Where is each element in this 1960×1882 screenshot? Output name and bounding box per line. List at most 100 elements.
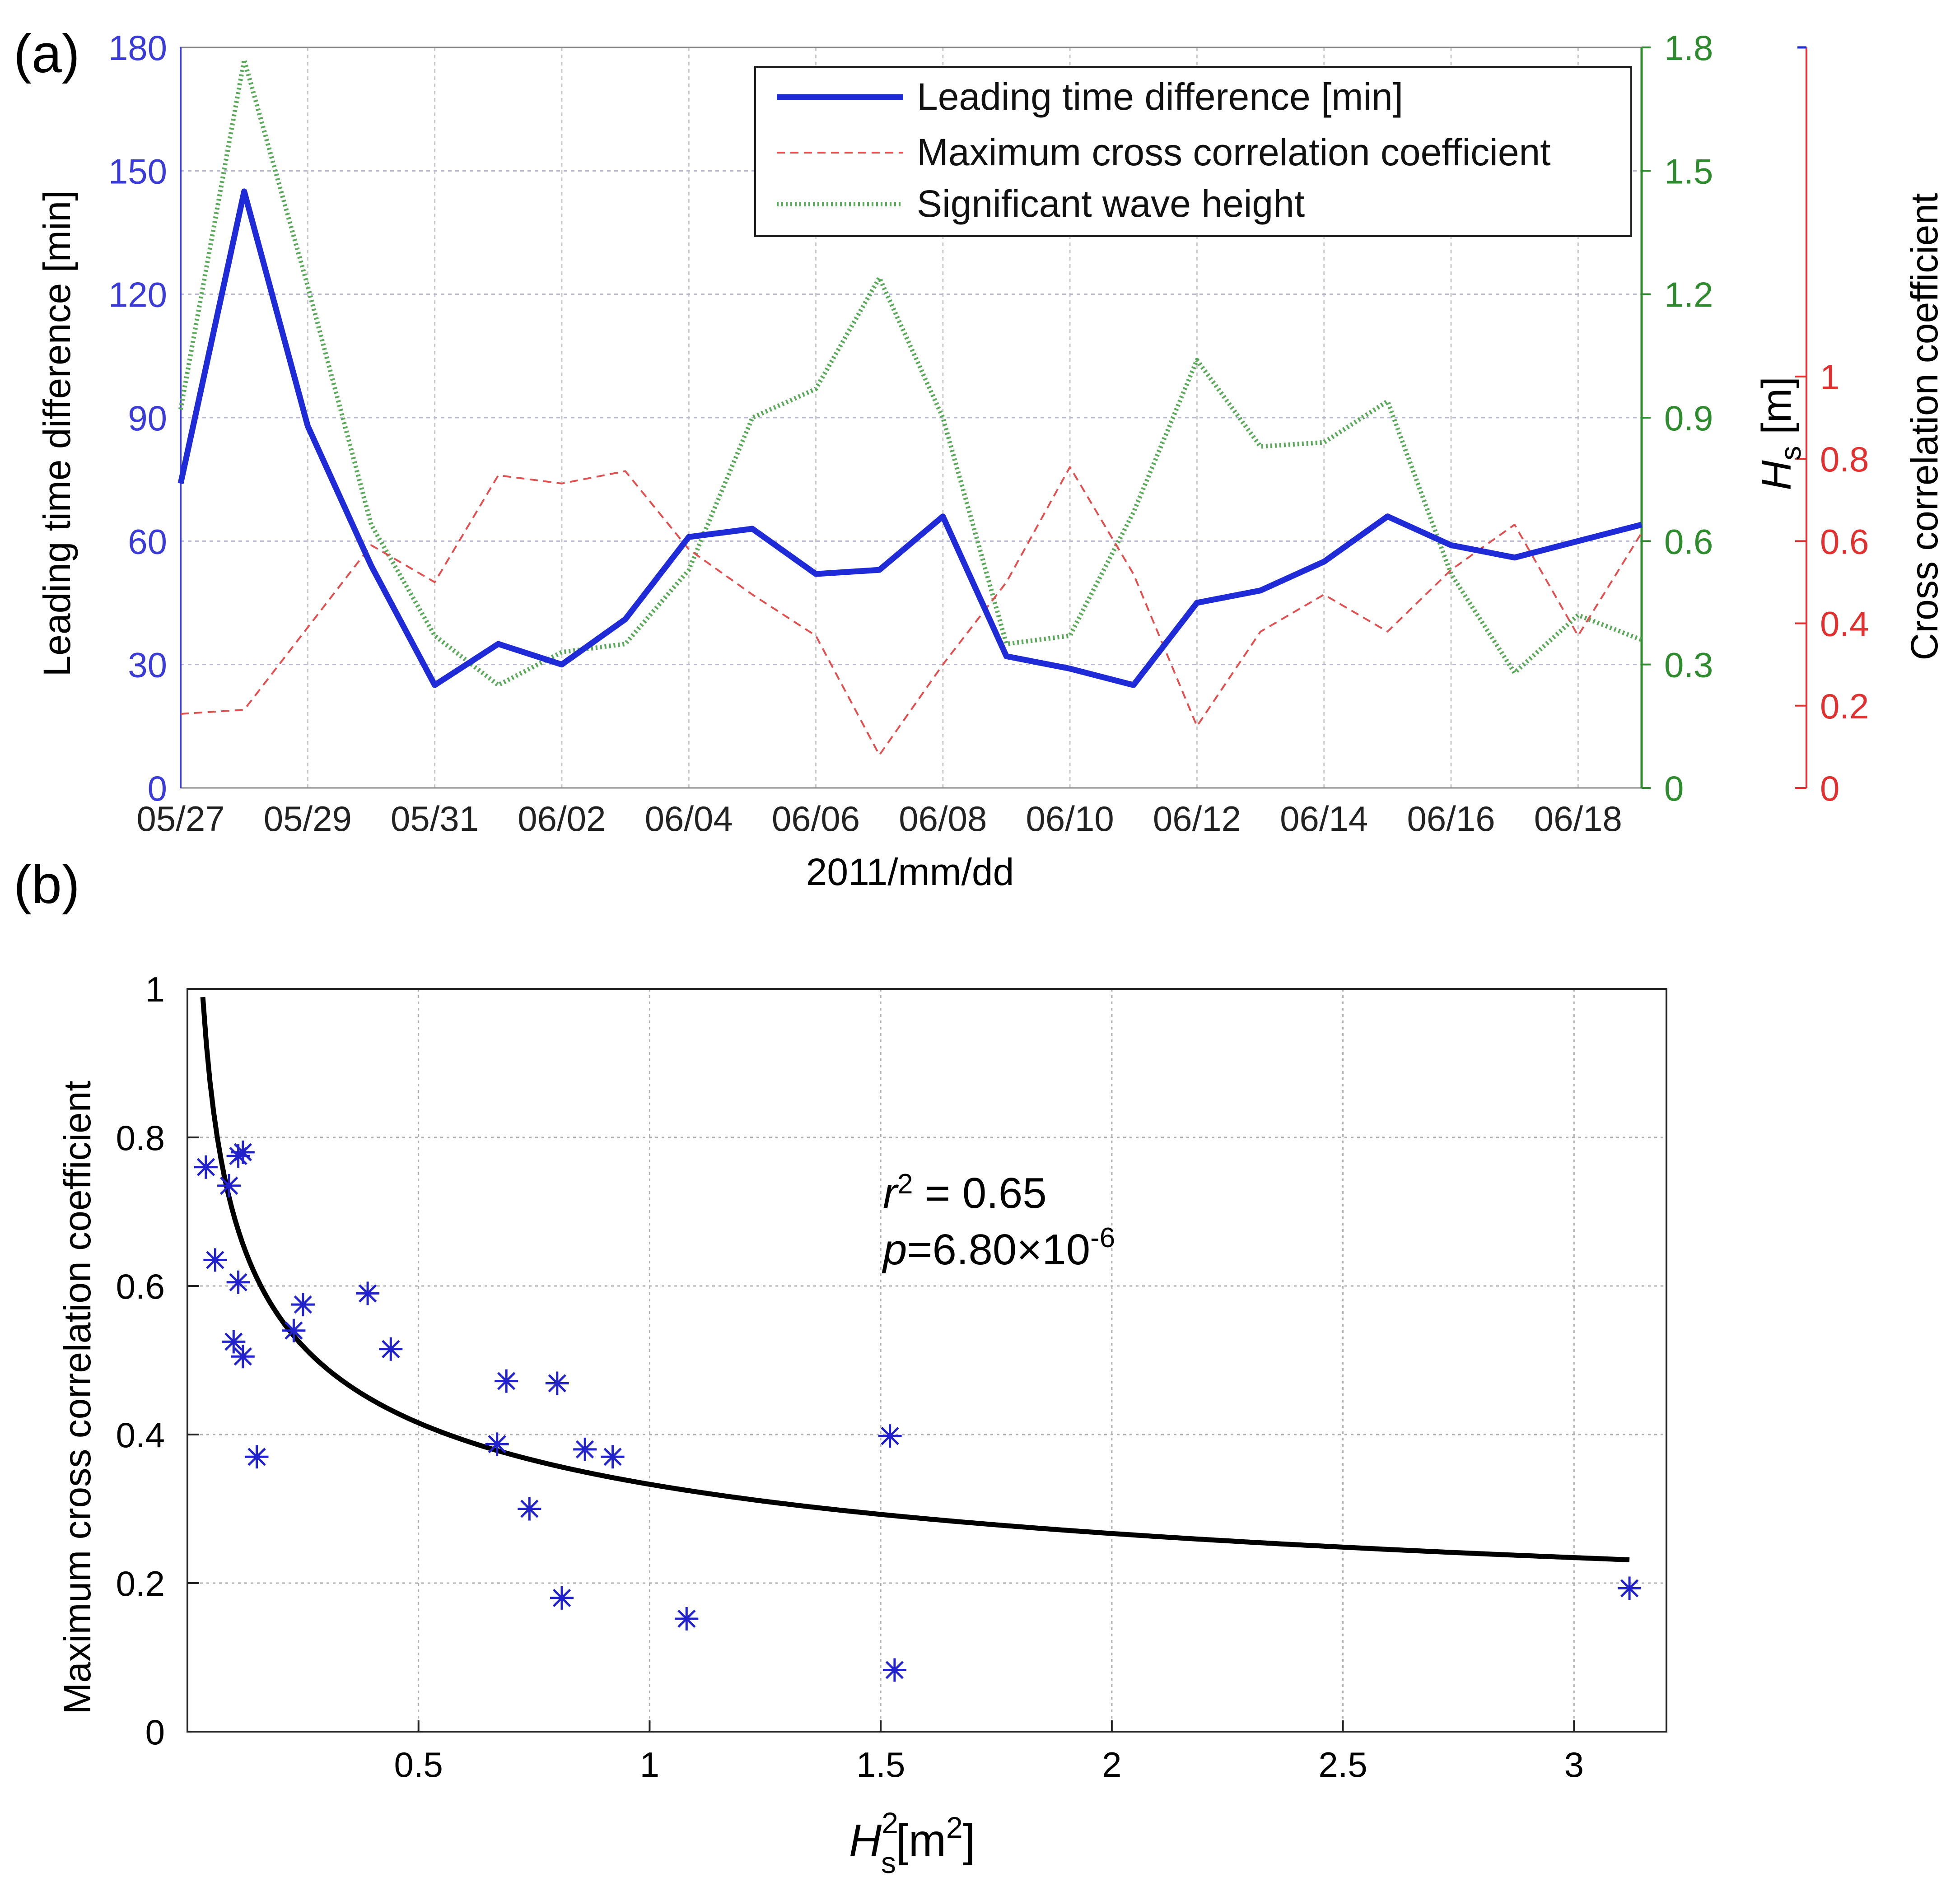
panel-a-x-tick-label: 06/18 bbox=[1534, 799, 1622, 839]
hs-tick-label: 1.8 bbox=[1664, 28, 1713, 68]
panel-b-label: (b) bbox=[14, 854, 80, 915]
leading-time-tick-label: 0 bbox=[148, 769, 167, 808]
cross-correlation-axis-title: Cross correlation coefficient bbox=[1903, 193, 1946, 661]
scatter-point bbox=[379, 1337, 403, 1361]
wave-height-line bbox=[178, 57, 1643, 688]
scatter-point bbox=[356, 1281, 380, 1305]
legend-label-leading-time: Leading time difference [min] bbox=[917, 75, 1403, 118]
leading-time-line bbox=[177, 188, 1643, 688]
leading-time-tick-label: 150 bbox=[108, 151, 167, 191]
scatter-point bbox=[545, 1371, 569, 1395]
panel-a-legend: Leading time difference [min] Maximum cr… bbox=[754, 66, 1632, 237]
panel-a-x-tick-label: 05/27 bbox=[136, 799, 224, 839]
panel-a-x-tick-label: 05/29 bbox=[264, 799, 352, 839]
hs-tick-label: 0.3 bbox=[1664, 645, 1713, 685]
cross-correlation-tick-label: 0.4 bbox=[1820, 604, 1869, 644]
scatter-point bbox=[518, 1497, 541, 1521]
legend-label-wave-height: Significant wave height bbox=[917, 182, 1305, 225]
hs-axis-title: Hs [m] bbox=[1754, 377, 1807, 490]
r-squared-annotation: r2 = 0.65 bbox=[883, 1169, 1047, 1217]
cross-correlation-tick-label: 0.6 bbox=[1820, 522, 1869, 561]
scatter-point bbox=[203, 1248, 227, 1272]
cross-correlation-line bbox=[180, 466, 1643, 756]
r-squared-variable: r bbox=[883, 1169, 899, 1217]
panel-a-x-tick-label: 06/04 bbox=[645, 799, 733, 839]
leading-time-tick-label: 90 bbox=[128, 398, 167, 438]
panel-b-y-tick-label: 0 bbox=[145, 1712, 165, 1752]
panel-a: (a) 05/27 05/29 05/31 06/02 06/04 06/06 06/08 0… bbox=[14, 23, 1946, 893]
hs-tick-label: 1.2 bbox=[1664, 275, 1713, 315]
panel-b-x-tick-label: 0.5 bbox=[394, 1745, 443, 1784]
x-title-symbol: H bbox=[849, 1815, 882, 1866]
scatter-point bbox=[291, 1293, 315, 1317]
leading-time-tick-label: 30 bbox=[128, 645, 167, 685]
panel-b-scatter-points bbox=[194, 1140, 1642, 1682]
panel-b-y-axis-title: Maximum cross correlation coefficient bbox=[56, 1081, 98, 1714]
panel-a-x-tick-label: 06/14 bbox=[1280, 799, 1368, 839]
scatter-point bbox=[222, 1330, 246, 1354]
scatter-point bbox=[282, 1318, 306, 1342]
scatter-point bbox=[573, 1437, 597, 1461]
panel-a-x-tick-label: 06/06 bbox=[772, 799, 860, 839]
leading-time-axis-title: Leading time difference [min] bbox=[36, 190, 78, 676]
x-title-unit: [m bbox=[896, 1815, 946, 1866]
hs-tick-label: 0.6 bbox=[1664, 522, 1713, 561]
x-title-superscript: 2 bbox=[882, 1806, 898, 1840]
panel-b-y-tick-label: 0.8 bbox=[116, 1118, 165, 1158]
p-value-exponent: -6 bbox=[1090, 1222, 1115, 1253]
cross-correlation-tick-label: 0 bbox=[1820, 769, 1839, 808]
hs-axis-title-subscript: s bbox=[1774, 446, 1807, 460]
p-value-variable: p bbox=[882, 1225, 907, 1274]
leading-time-tick-label: 60 bbox=[128, 522, 167, 561]
r-squared-value: = 0.65 bbox=[913, 1169, 1046, 1217]
panel-a-x-tick-label: 06/12 bbox=[1153, 799, 1241, 839]
scatter-point bbox=[878, 1424, 902, 1448]
scatter-point bbox=[231, 1140, 255, 1164]
panel-a-x-tick-label: 06/02 bbox=[518, 799, 606, 839]
scatter-point bbox=[1618, 1576, 1642, 1600]
hs-tick-label: 0.9 bbox=[1664, 398, 1713, 438]
panel-b-x-tick-label: 3 bbox=[1564, 1745, 1584, 1784]
power-law-fit-curve bbox=[200, 997, 1630, 1562]
scatter-point bbox=[245, 1445, 269, 1469]
scatter-point bbox=[601, 1445, 625, 1469]
cross-correlation-tick-label: 1 bbox=[1820, 357, 1839, 397]
scatter-point bbox=[194, 1155, 218, 1179]
x-title-close: ] bbox=[963, 1815, 975, 1866]
panel-a-series bbox=[177, 57, 1643, 756]
panel-a-x-tick-label: 05/31 bbox=[391, 799, 479, 839]
p-value-annotation: p=6.80×10-6 bbox=[882, 1222, 1115, 1274]
hs-tick-label: 1.5 bbox=[1664, 151, 1713, 191]
panel-a-x-tick-label: 06/08 bbox=[899, 799, 987, 839]
scatter-point bbox=[675, 1607, 699, 1630]
scatter-point bbox=[550, 1586, 574, 1610]
x-title-subscript: s bbox=[881, 1846, 896, 1879]
panel-b: (b) 0.5 1 1.5 2 2.5 3 0 0.2 0.4 0.6 0.8 1 Maximum c… bbox=[14, 854, 1667, 1879]
panel-a-x-tick-label: 06/16 bbox=[1407, 799, 1495, 839]
p-value-value: =6.80×10 bbox=[907, 1225, 1090, 1274]
legend-label-cross-correlation: Maximum cross correlation coefficient bbox=[917, 131, 1551, 173]
panel-b-x-tick-label: 1 bbox=[640, 1745, 659, 1784]
x-title-unit-superscript: 2 bbox=[946, 1811, 963, 1844]
panel-b-x-tick-label: 2.5 bbox=[1318, 1745, 1367, 1784]
scatter-point bbox=[231, 1345, 255, 1369]
cross-correlation-tick-label: 0.2 bbox=[1820, 686, 1869, 726]
panel-b-y-tick-label: 0.2 bbox=[116, 1564, 165, 1603]
hs-tick-label: 0 bbox=[1664, 769, 1684, 808]
panel-a-x-axis-title: 2011/mm/dd bbox=[806, 851, 1014, 893]
scatter-point bbox=[226, 1270, 250, 1294]
panel-b-x-tick-label: 2 bbox=[1102, 1745, 1121, 1784]
panel-a-label: (a) bbox=[14, 23, 80, 84]
panel-b-y-tick-label: 0.4 bbox=[116, 1415, 165, 1455]
panel-b-y-tick-label: 0.6 bbox=[116, 1267, 165, 1306]
panel-b-x-axis-title: H2 s[m2] bbox=[849, 1806, 975, 1879]
scatter-point bbox=[495, 1369, 518, 1393]
hs-axis-title-symbol: H bbox=[1754, 460, 1800, 490]
panel-b-axes: 0.5 1 1.5 2 2.5 3 0 0.2 0.4 0.6 0.8 1 bbox=[116, 969, 1584, 1784]
leading-time-tick-label: 120 bbox=[108, 275, 167, 315]
scatter-point bbox=[217, 1174, 241, 1197]
panel-a-axes: 05/27 05/29 05/31 06/02 06/04 06/06 06/08 06/10… bbox=[108, 28, 1869, 839]
cross-correlation-tick-label: 0.8 bbox=[1820, 439, 1869, 479]
